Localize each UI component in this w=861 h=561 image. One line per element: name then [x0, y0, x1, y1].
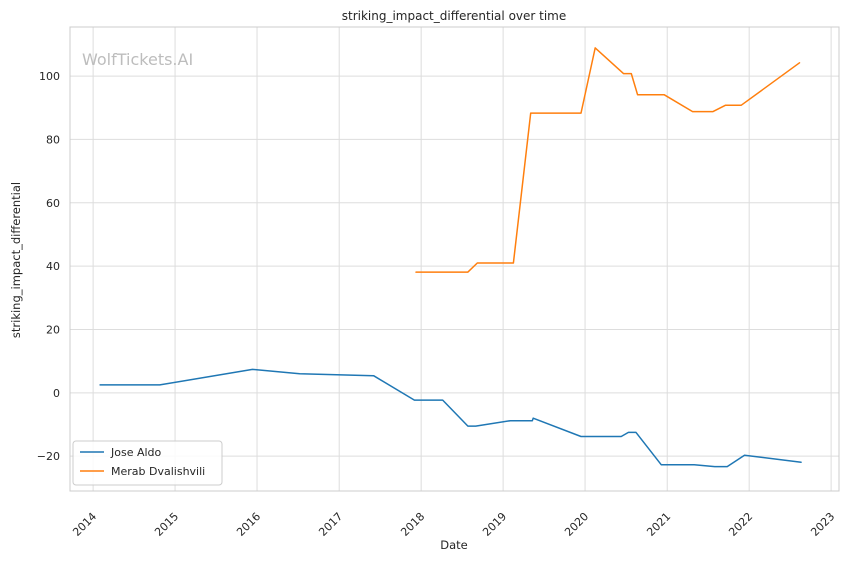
series-line-jose-aldo	[99, 368, 802, 468]
y-tick-label: 20	[46, 323, 60, 336]
plot-area	[70, 27, 839, 491]
x-axis-label: Date	[440, 538, 468, 552]
series-lines	[99, 47, 802, 468]
series-line-merab-dvalishvili	[415, 47, 801, 273]
x-tick-label: 2021	[644, 510, 673, 539]
x-tick-label: 2020	[562, 510, 591, 539]
y-tick-labels: −20 0 20 40 60 80 100	[37, 70, 60, 463]
y-tick-label: 100	[39, 70, 60, 83]
legend-label-merab-dvalishvili: Merab Dvalishvili	[111, 465, 205, 478]
x-tick-label: 2014	[70, 510, 99, 539]
x-tick-label: 2017	[316, 510, 345, 539]
x-tick-label: 2018	[398, 510, 427, 539]
x-tick-labels: 2014 2015 2016 2017 2018 2019 2020 2021 2022 2023	[70, 510, 837, 539]
legend-label-jose-aldo: Jose Aldo	[110, 446, 162, 459]
legend: Jose Aldo Merab Dvalishvili	[72, 440, 223, 486]
chart-title: striking_impact_differential over time	[342, 9, 567, 23]
x-tick-label: 2015	[152, 510, 181, 539]
y-tick-label: 60	[46, 197, 60, 210]
y-tick-label: 80	[46, 133, 60, 146]
plot-frame	[69, 26, 840, 492]
legend-box	[72, 440, 223, 486]
x-tick-label: 2022	[726, 510, 755, 539]
y-axis-label: striking_impact_differential	[9, 182, 23, 338]
y-tick-label: 40	[46, 260, 60, 273]
gridlines	[70, 27, 839, 491]
y-tick-label: 0	[53, 387, 60, 400]
watermark: WolfTickets.AI	[82, 50, 193, 69]
y-tick-label: −20	[37, 450, 60, 463]
x-tick-label: 2019	[480, 510, 509, 539]
x-tick-label: 2023	[808, 510, 837, 539]
x-tick-label: 2016	[234, 510, 263, 539]
